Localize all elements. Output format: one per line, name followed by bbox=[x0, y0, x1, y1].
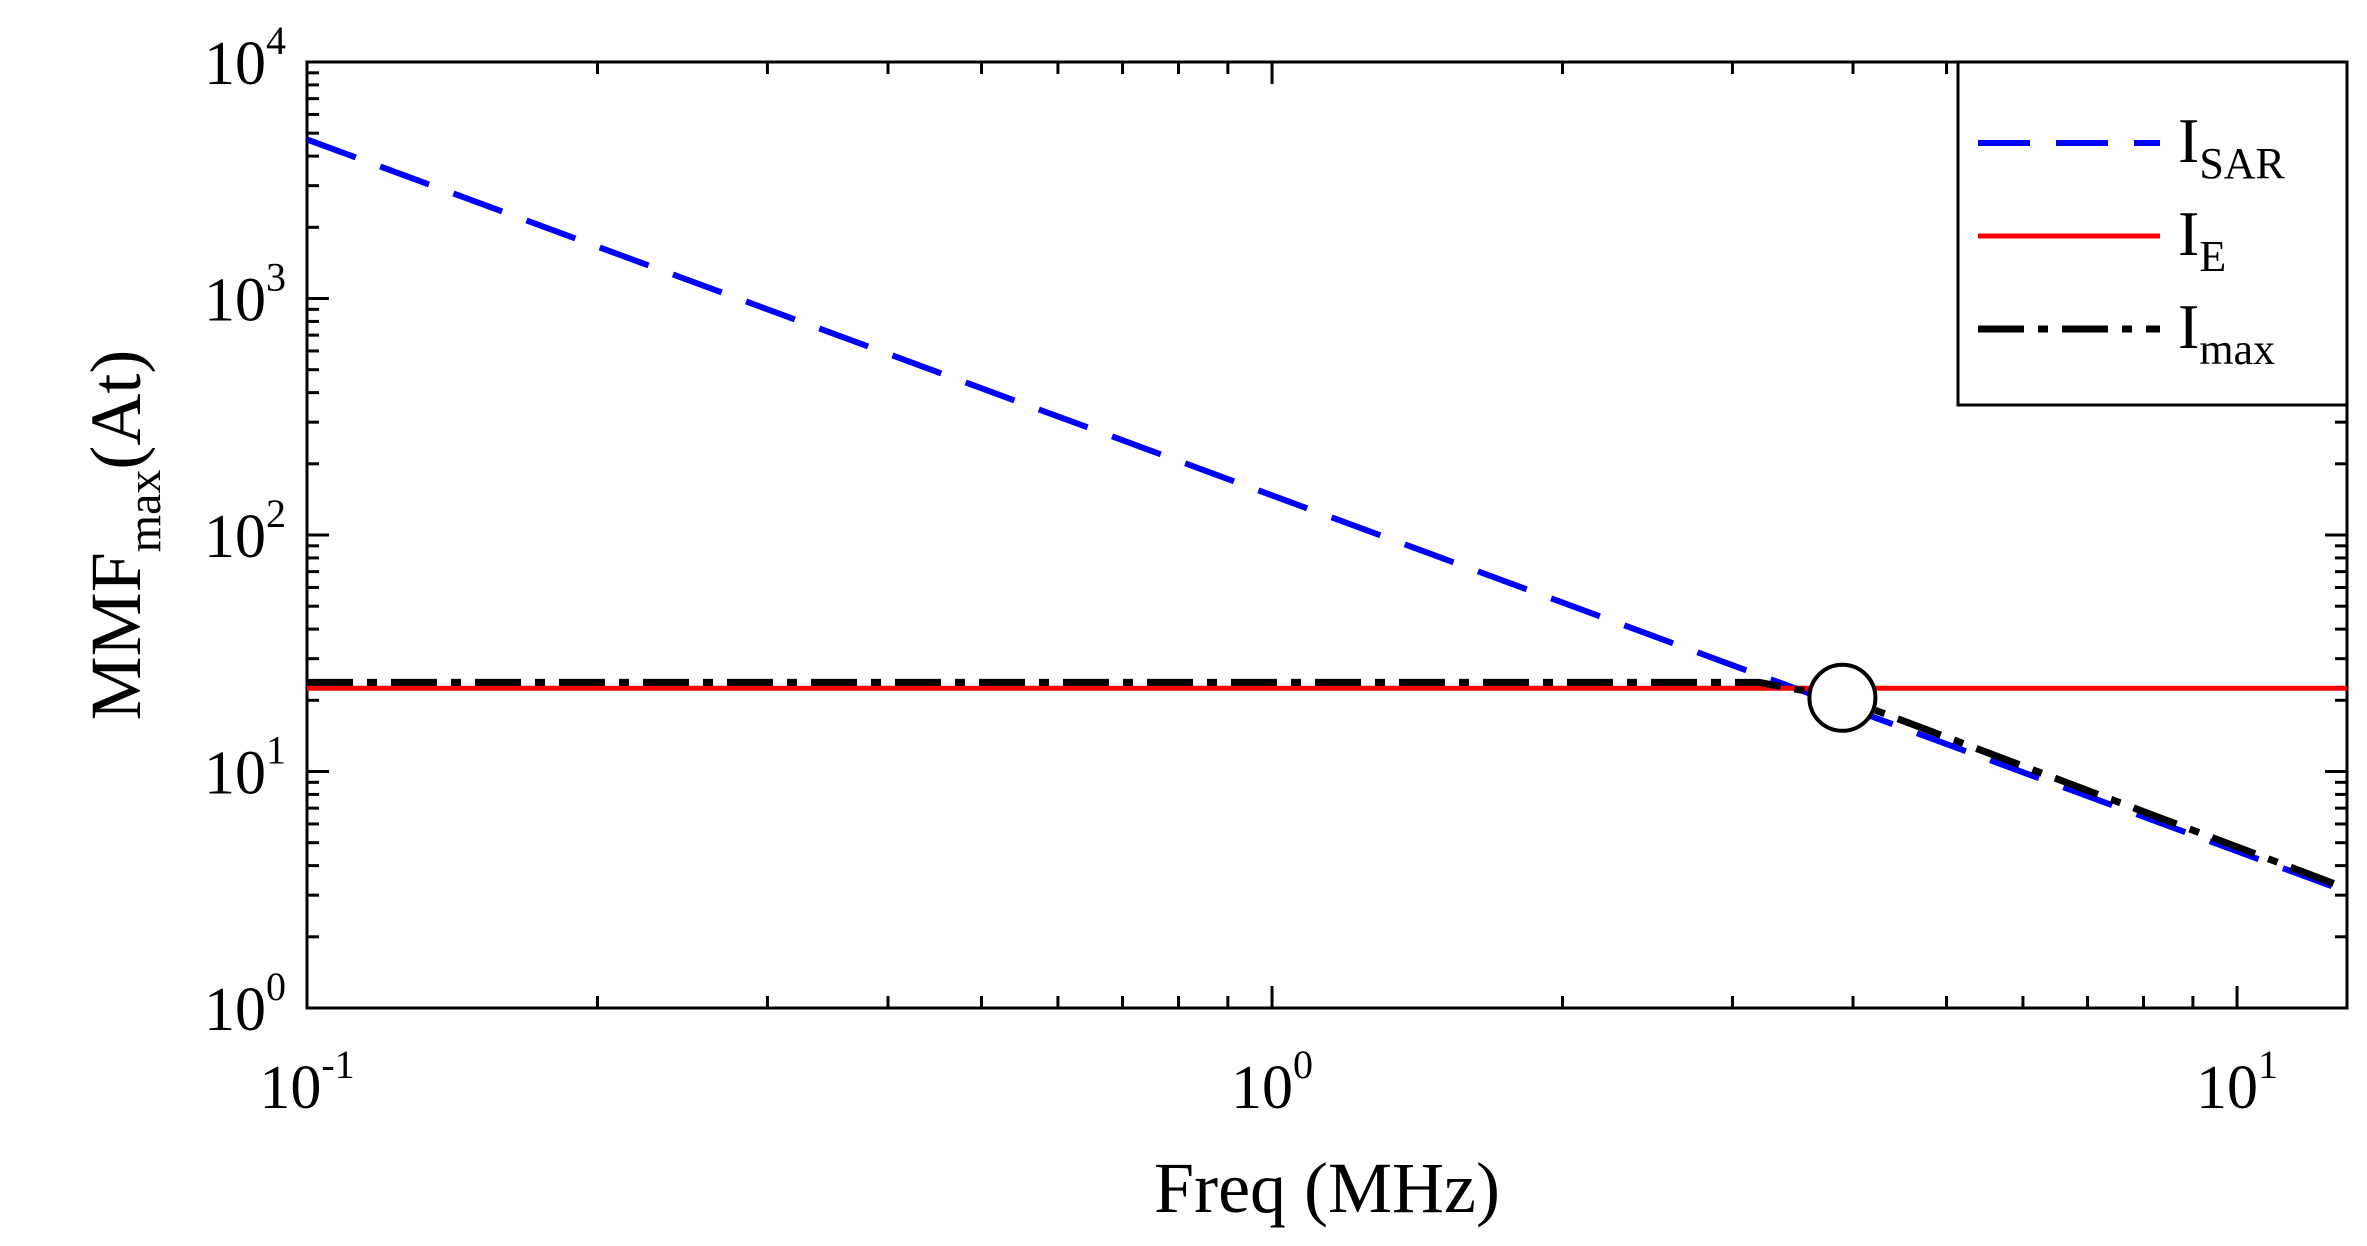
crossover-marker bbox=[1807, 662, 1878, 733]
y-axis-title-main: MMF bbox=[76, 552, 156, 720]
x-tick-label: 100 bbox=[1231, 1042, 1313, 1122]
series-line-sar bbox=[307, 136, 2347, 895]
series-line-max bbox=[307, 678, 2347, 892]
x-tick-label: 10-1 bbox=[259, 1042, 354, 1122]
y-tick-label: 103 bbox=[204, 255, 286, 335]
x-axis-title: Freq (MHz) bbox=[1154, 1148, 1500, 1228]
y-axis-title-sub: max bbox=[118, 470, 171, 553]
legend: ISAR IE Imax bbox=[1956, 60, 2349, 407]
y-tick-label: 104 bbox=[204, 18, 286, 98]
x-tick-label: 101 bbox=[2196, 1042, 2278, 1122]
y-tick-label: 100 bbox=[204, 964, 286, 1044]
legend-label-ie: IE bbox=[2178, 198, 2226, 281]
y-tick-label: 102 bbox=[204, 491, 286, 571]
annotation-layer bbox=[1807, 662, 1878, 733]
legend-label-isar: ISAR bbox=[2178, 105, 2286, 188]
y-tick-label: 101 bbox=[204, 728, 286, 808]
series-layer bbox=[307, 136, 2347, 895]
y-axis-title-unit: (At) bbox=[76, 350, 156, 470]
x-tick-labels: 10-1 100 101 bbox=[259, 1042, 2278, 1122]
ticks bbox=[305, 60, 2347, 1010]
y-tick-labels: 100 101 102 103 104 bbox=[204, 18, 286, 1044]
y-axis-title: MMFmax(At) bbox=[76, 350, 171, 721]
legend-label-imax: Imax bbox=[2178, 291, 2275, 374]
